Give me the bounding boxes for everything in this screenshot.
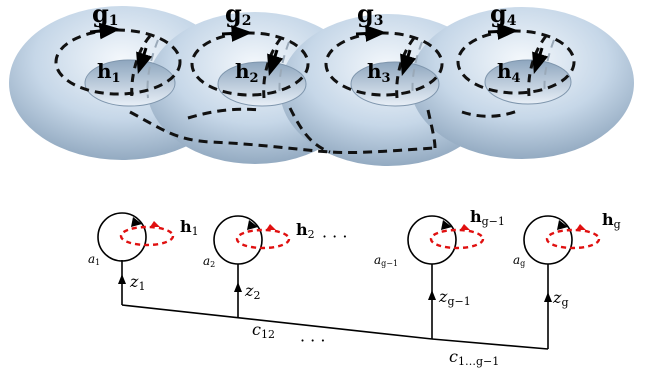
graph-h-label-1: h1 bbox=[180, 217, 199, 238]
loop-1 bbox=[97, 212, 147, 262]
red-h-loops bbox=[119, 225, 601, 250]
h-label-2: h2 bbox=[235, 59, 259, 86]
h-label-3: h3 bbox=[367, 59, 391, 86]
graph-loops bbox=[97, 212, 573, 265]
graph-edges bbox=[121, 260, 549, 350]
graph-z-label-3: zg−1 bbox=[438, 287, 471, 308]
loop-arrows bbox=[131, 217, 568, 230]
graph: h1 h2 hg−1 hg a1 a2 ag−1 ag z1 z2 zg−1 z… bbox=[88, 207, 621, 368]
graph-h-label-4: hg bbox=[602, 210, 621, 231]
stem-arrow-3 bbox=[428, 290, 436, 300]
h-label-1: h1 bbox=[97, 59, 121, 86]
graph-a-label-4: ag bbox=[513, 253, 525, 268]
torus-labels: g1 g2 g3 g4 h1 h2 h3 h4 bbox=[92, 0, 521, 86]
connecting-paths bbox=[129, 107, 521, 155]
ellipsis-top: · · · bbox=[322, 227, 347, 246]
edge-label-c12: c12 bbox=[252, 320, 275, 341]
graph-z-label-1: z1 bbox=[129, 272, 145, 293]
loop-2 bbox=[213, 215, 263, 265]
g-label-4: g4 bbox=[490, 0, 517, 29]
stem-arrow-2 bbox=[234, 282, 242, 292]
graph-a-label-2: a2 bbox=[203, 254, 215, 269]
torus-hole-1 bbox=[84, 59, 176, 107]
g-cycle-arrows bbox=[89, 22, 519, 42]
graph-a-label-1: a1 bbox=[88, 252, 100, 267]
g-label-3: g3 bbox=[357, 0, 384, 29]
stem-arrows bbox=[118, 274, 552, 302]
torus-hole-2 bbox=[217, 61, 307, 107]
stem-arrow-1 bbox=[118, 274, 126, 284]
graph-h-label-2: h2 bbox=[296, 220, 315, 241]
h-cycle-arrows bbox=[136, 47, 549, 77]
connect-path-3-4 bbox=[426, 109, 437, 149]
loop-3 bbox=[407, 215, 457, 265]
edge-label-c1g: c1…g−1 bbox=[449, 347, 499, 368]
connect-path-4 bbox=[461, 108, 521, 118]
edge-c1g bbox=[431, 338, 549, 350]
graph-z-label-4: zg bbox=[552, 288, 568, 309]
g-label-1: g1 bbox=[92, 0, 119, 29]
red-loop-4 bbox=[545, 228, 601, 250]
graph-z-label-2: z2 bbox=[244, 281, 260, 302]
connect-path-main bbox=[129, 110, 436, 155]
red-loop-1 bbox=[119, 225, 175, 247]
red-loop-3 bbox=[429, 228, 485, 250]
connect-path-1-2 bbox=[187, 107, 263, 120]
h-label-4: h4 bbox=[497, 59, 521, 86]
ellipsis-bottom: · · · bbox=[300, 331, 325, 350]
graph-h-label-3: hg−1 bbox=[470, 207, 505, 228]
red-loop-2 bbox=[235, 228, 291, 250]
connect-path-2-3 bbox=[288, 107, 331, 154]
loop-4 bbox=[523, 215, 573, 265]
red-loop-arrows bbox=[150, 221, 586, 230]
torus-hole-3 bbox=[350, 61, 440, 107]
graph-a-label-3: ag−1 bbox=[374, 253, 398, 268]
h-cycle-1 bbox=[130, 35, 152, 101]
g-label-2: g2 bbox=[225, 0, 252, 29]
edge-c12 bbox=[121, 304, 433, 340]
stem-arrow-4 bbox=[544, 292, 552, 302]
